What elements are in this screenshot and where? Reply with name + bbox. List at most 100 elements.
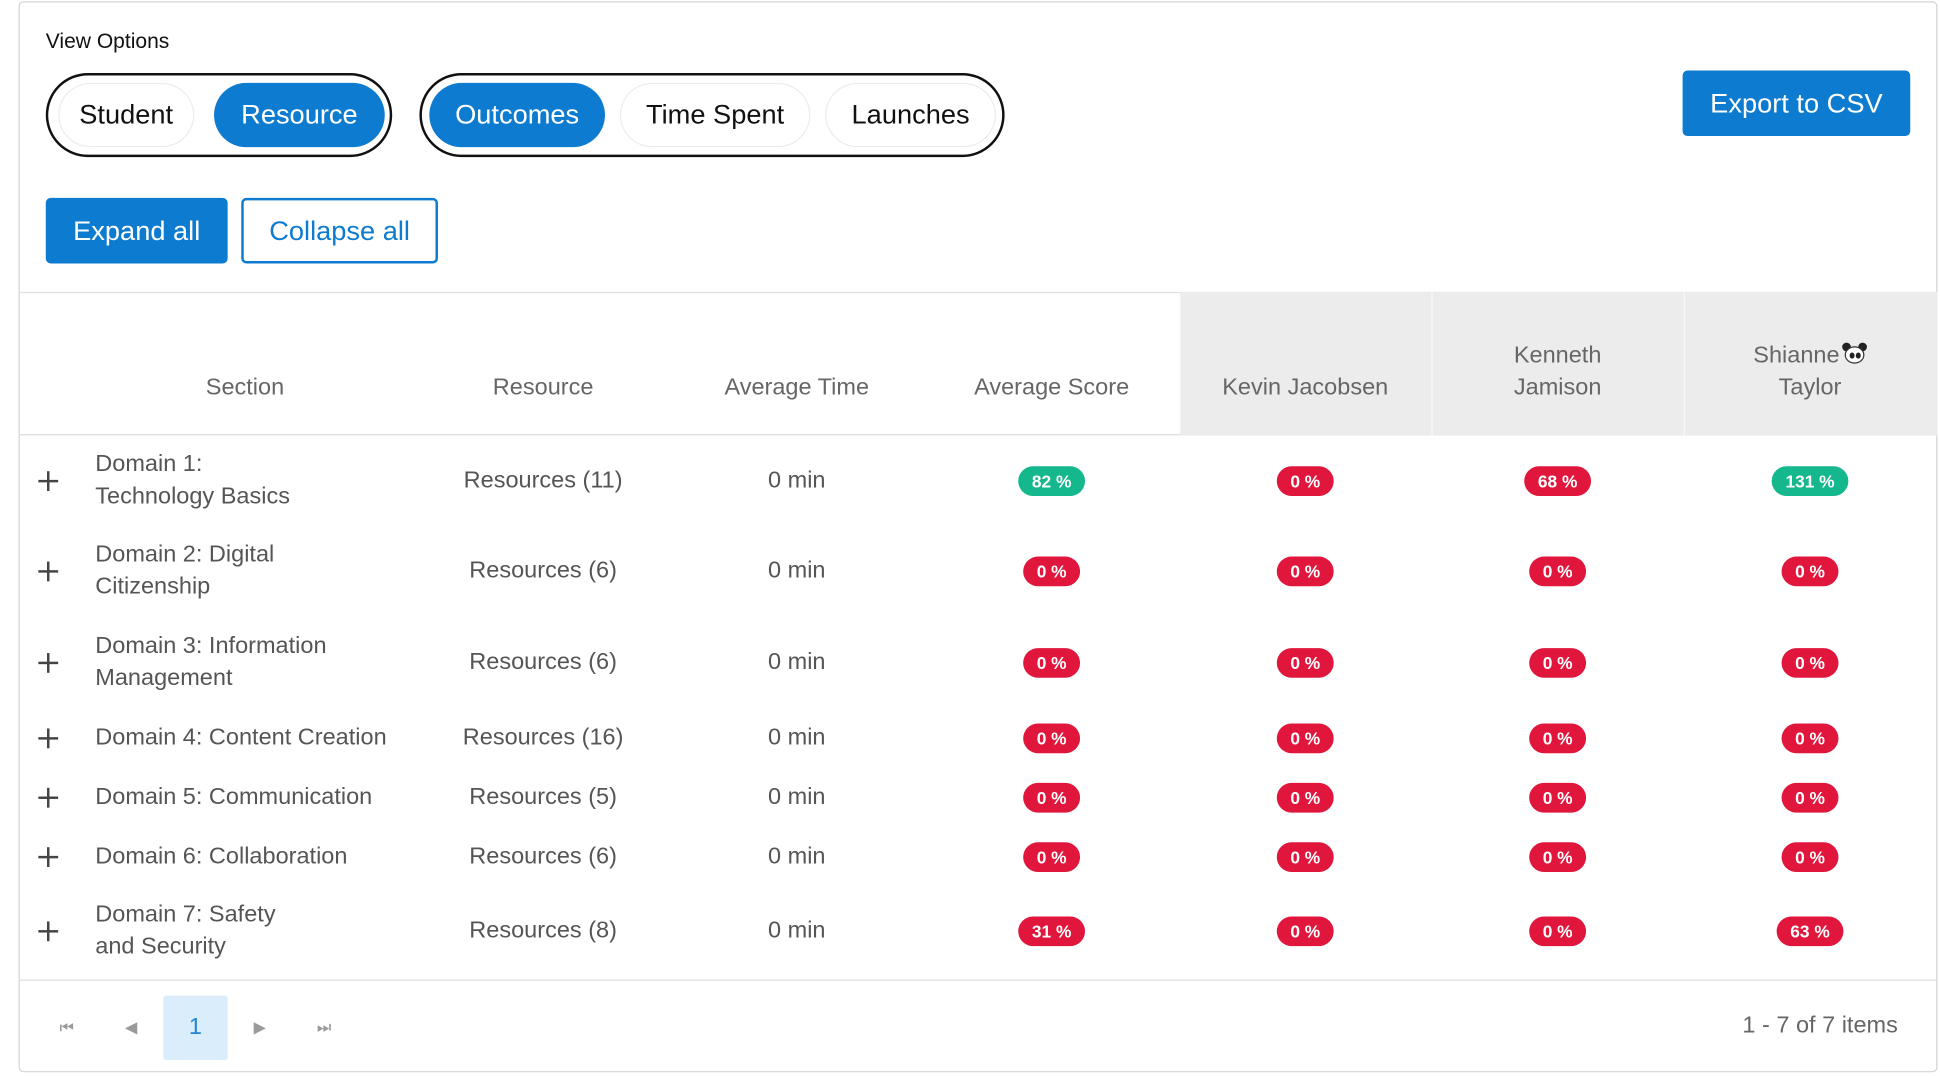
launches-option[interactable]: Launches: [825, 83, 996, 147]
column-header-average-score[interactable]: Average Score: [974, 374, 1130, 401]
average-score-badge: 82 %: [1018, 466, 1086, 496]
pager-info: 1 - 7 of 7 items: [1742, 1012, 1898, 1039]
section-name: Domain 5: Communication: [95, 782, 417, 814]
student-name: Taylor: [1778, 374, 1842, 401]
student-score-badge: 0 %: [1781, 782, 1839, 813]
average-score-badge: 31 %: [1018, 916, 1086, 947]
student-view-option[interactable]: Student: [58, 83, 194, 147]
first-page-icon[interactable]: ⏮: [59, 1017, 75, 1037]
student-name: Shianne: [1753, 342, 1840, 369]
section-name-line: Domain 7: Safety: [95, 901, 276, 928]
expand-row-icon[interactable]: [38, 787, 59, 808]
section-name-line: and Security: [95, 933, 226, 960]
column-header-student[interactable]: Kenneth Jamison: [1434, 340, 1681, 404]
student-score-badge: 0 %: [1529, 648, 1587, 678]
average-time: 0 min: [768, 467, 826, 494]
section-name-line: Domain 4: Content Creation: [95, 724, 387, 751]
average-score-badge: 0 %: [1023, 556, 1081, 587]
average-time: 0 min: [768, 649, 826, 676]
student-score-badge: 0 %: [1781, 723, 1839, 754]
student-score-badge: 0 %: [1276, 842, 1334, 872]
column-header-average-time[interactable]: Average Time: [724, 374, 870, 401]
section-name-line: Management: [95, 665, 233, 692]
section-name-line: Domain 3: Information: [95, 633, 327, 660]
student-score-badge: 0 %: [1529, 842, 1587, 872]
student-name: Kenneth: [1513, 342, 1602, 369]
resource-count[interactable]: Resources (6): [469, 649, 617, 676]
resource-count[interactable]: Resources (6): [469, 843, 617, 870]
next-page-icon[interactable]: ▶: [253, 1017, 266, 1037]
student-score-badge: 131 %: [1771, 466, 1849, 496]
table-header: [18, 291, 1938, 436]
student-score-badge: 0 %: [1529, 556, 1587, 587]
column-header-student[interactable]: Shianne Taylor: [1686, 340, 1933, 404]
section-name: Domain 6: Collaboration: [95, 841, 417, 873]
average-time: 0 min: [768, 843, 826, 870]
pagination-bar: ⏮ ◀ 1 ▶ ⏭ 1 - 7 of 7 items: [18, 979, 1938, 1074]
section-name: Domain 7: Safety and Security: [95, 899, 417, 963]
average-score-badge: 0 %: [1023, 842, 1081, 872]
student-name: Kevin Jacobsen: [1222, 374, 1389, 401]
view-by-toggle: Student Resource: [45, 72, 393, 158]
section-name-line: Domain 6: Collaboration: [95, 843, 348, 870]
student-score-badge: 0 %: [1781, 556, 1839, 587]
expand-row-icon[interactable]: [38, 653, 59, 673]
student-score-badge: 0 %: [1276, 723, 1334, 754]
export-csv-button[interactable]: Export to CSV: [1682, 70, 1911, 137]
expand-row-icon[interactable]: [38, 471, 59, 492]
column-header-student[interactable]: Kevin Jacobsen: [1182, 372, 1429, 404]
column-divider: [1431, 291, 1433, 436]
student-score-badge: 68 %: [1524, 466, 1592, 496]
student-score-badge: 0 %: [1529, 916, 1587, 947]
page-number-current[interactable]: 1: [163, 995, 228, 1060]
average-score-badge: 0 %: [1023, 648, 1081, 678]
expand-row-icon[interactable]: [38, 847, 59, 867]
section-name-line: Citizenship: [95, 573, 211, 600]
student-score-badge: 0 %: [1276, 556, 1334, 587]
expand-all-button[interactable]: Expand all: [45, 197, 228, 264]
column-header-section[interactable]: Section: [205, 374, 285, 401]
resource-count[interactable]: Resources (8): [469, 917, 617, 944]
student-score-badge: 63 %: [1776, 916, 1844, 947]
average-time: 0 min: [768, 557, 826, 584]
average-time: 0 min: [768, 724, 826, 751]
resource-count[interactable]: Resources (11): [463, 467, 623, 494]
student-score-badge: 0 %: [1276, 466, 1334, 496]
resource-count[interactable]: Resources (6): [469, 557, 617, 584]
average-time: 0 min: [768, 784, 826, 811]
outcomes-option[interactable]: Outcomes: [429, 82, 605, 148]
section-name: Domain 2: Digital Citizenship: [95, 539, 417, 603]
student-columns-header: [1180, 291, 1938, 436]
view-options-label: View Options: [45, 29, 170, 54]
collapse-all-button[interactable]: Collapse all: [241, 197, 438, 264]
column-header-resource[interactable]: Resource: [492, 374, 594, 401]
time-spent-option[interactable]: Time Spent: [620, 83, 811, 147]
resource-view-option[interactable]: Resource: [214, 82, 385, 148]
report-card: [18, 1, 1938, 1073]
metric-toggle: Outcomes Time Spent Launches: [419, 72, 1005, 158]
expand-row-icon[interactable]: [38, 561, 59, 582]
resource-count[interactable]: Resources (5): [469, 784, 617, 811]
student-score-badge: 0 %: [1529, 782, 1587, 813]
average-score-badge: 0 %: [1023, 782, 1081, 813]
student-score-badge: 0 %: [1529, 723, 1587, 754]
student-score-badge: 0 %: [1276, 648, 1334, 678]
average-time: 0 min: [768, 917, 826, 944]
section-name-line: Domain 2: Digital: [95, 541, 275, 568]
resource-count[interactable]: Resources (16): [462, 724, 624, 751]
section-name-line: Technology Basics: [95, 483, 290, 510]
student-score-badge: 0 %: [1276, 782, 1334, 813]
average-score-badge: 0 %: [1023, 723, 1081, 754]
student-score-badge: 0 %: [1781, 842, 1839, 872]
student-score-badge: 0 %: [1781, 648, 1839, 678]
student-name: Jamison: [1513, 374, 1602, 401]
expand-row-icon[interactable]: [38, 728, 59, 749]
section-name: Domain 1: Technology Basics: [95, 449, 417, 513]
last-page-icon[interactable]: ⏭: [316, 1017, 332, 1037]
panda-icon: [1842, 342, 1867, 365]
section-name: Domain 4: Content Creation: [95, 722, 417, 754]
section-name: Domain 3: Information Management: [95, 631, 417, 695]
column-divider: [1683, 291, 1686, 436]
prev-page-icon[interactable]: ◀: [124, 1017, 138, 1037]
expand-row-icon[interactable]: [38, 921, 59, 942]
